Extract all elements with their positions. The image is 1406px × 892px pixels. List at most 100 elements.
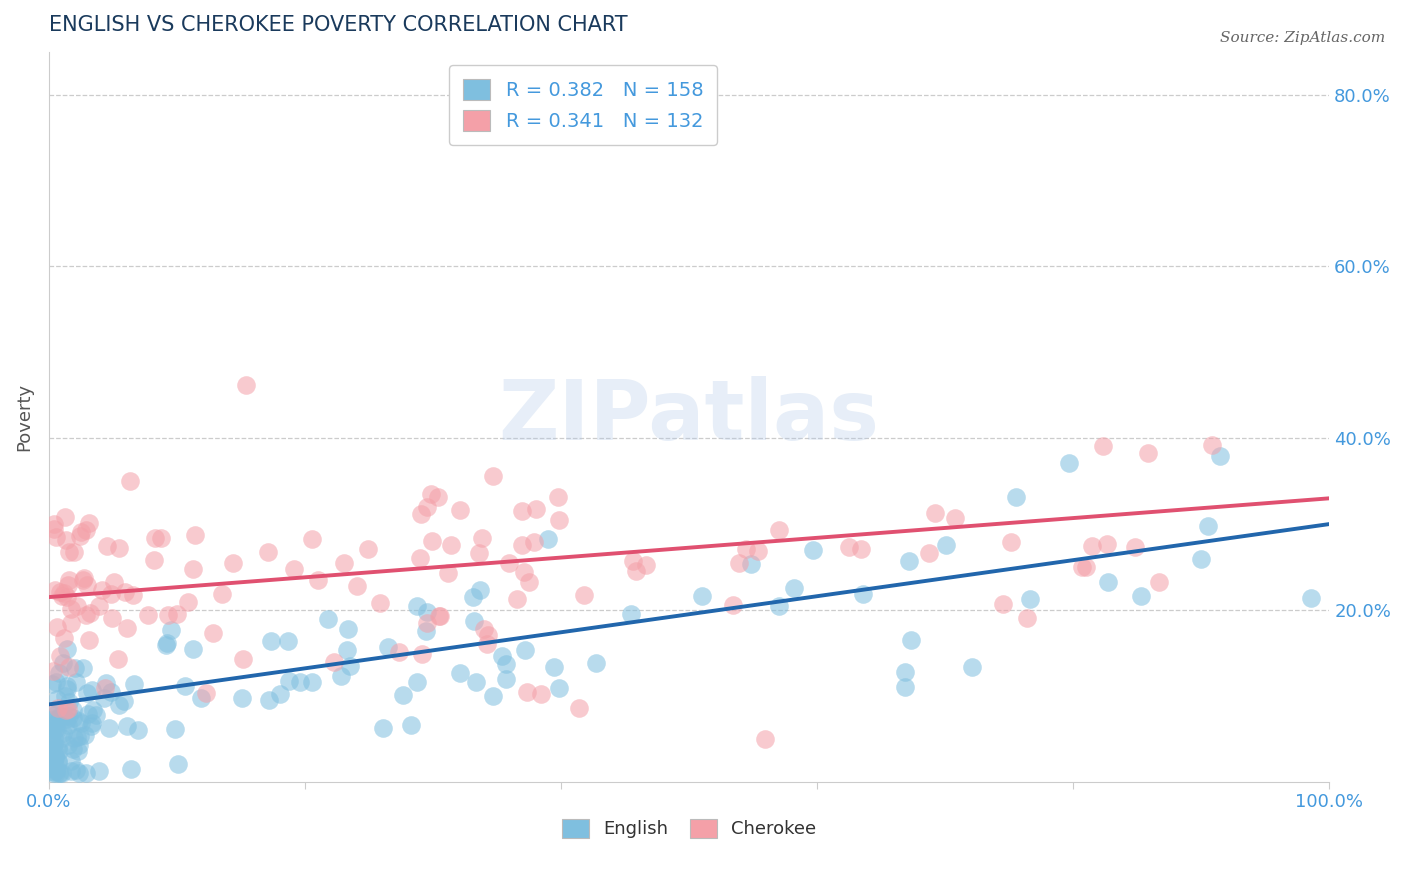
Point — [48, 666, 70, 681]
Point — [46, 754, 69, 768]
Point — [63, 731, 86, 746]
Point — [39, 741, 62, 756]
Point — [80, 682, 103, 697]
Point — [183, 562, 205, 576]
Point — [52, 586, 75, 600]
Point — [51, 710, 73, 724]
Point — [91, 582, 114, 597]
Point — [177, 595, 200, 609]
Point — [894, 680, 917, 694]
Point — [1019, 592, 1042, 607]
Point — [38, 743, 60, 757]
Point — [405, 674, 427, 689]
Point — [157, 608, 180, 623]
Point — [440, 538, 463, 552]
Point — [51, 731, 73, 746]
Point — [231, 691, 253, 706]
Point — [357, 541, 380, 556]
Point — [72, 661, 94, 675]
Point — [1080, 539, 1102, 553]
Point — [69, 729, 91, 743]
Point — [1137, 445, 1160, 459]
Point — [1097, 575, 1119, 590]
Point — [62, 545, 84, 559]
Point — [392, 688, 415, 702]
Point — [1074, 559, 1097, 574]
Point — [495, 672, 517, 686]
Point — [167, 757, 190, 772]
Point — [59, 764, 82, 778]
Point — [44, 522, 66, 536]
Point — [283, 562, 305, 576]
Point — [100, 610, 122, 624]
Point — [803, 542, 825, 557]
Point — [411, 507, 433, 521]
Point — [55, 590, 77, 604]
Point — [89, 764, 111, 778]
Point — [1000, 535, 1022, 549]
Point — [740, 557, 762, 571]
Point — [75, 728, 97, 742]
Point — [49, 584, 72, 599]
Point — [149, 531, 172, 545]
Point — [72, 573, 94, 587]
Point — [1130, 589, 1153, 603]
Legend: English, Cherokee: English, Cherokee — [554, 812, 824, 846]
Point — [165, 722, 187, 736]
Point — [70, 525, 93, 540]
Point — [66, 744, 89, 758]
Point — [82, 703, 104, 717]
Point — [155, 638, 177, 652]
Point — [42, 753, 65, 767]
Point — [636, 558, 658, 573]
Point — [1071, 560, 1094, 574]
Point — [513, 643, 536, 657]
Point — [93, 691, 115, 706]
Point — [53, 632, 76, 646]
Point — [427, 608, 450, 623]
Point — [900, 633, 922, 648]
Point — [65, 674, 87, 689]
Point — [316, 613, 339, 627]
Point — [103, 574, 125, 589]
Point — [838, 541, 860, 555]
Point — [332, 556, 354, 570]
Point — [368, 596, 391, 610]
Point — [75, 607, 97, 622]
Point — [329, 669, 352, 683]
Point — [66, 730, 89, 744]
Point — [49, 765, 72, 780]
Point — [184, 528, 207, 542]
Point — [107, 698, 129, 712]
Point — [44, 751, 66, 765]
Point — [943, 511, 966, 525]
Point — [513, 566, 536, 580]
Point — [39, 764, 62, 778]
Point — [307, 573, 329, 587]
Point — [409, 551, 432, 566]
Point — [41, 739, 63, 753]
Point — [55, 712, 77, 726]
Point — [734, 541, 756, 556]
Point — [39, 753, 62, 767]
Point — [166, 607, 188, 622]
Point — [55, 642, 77, 657]
Point — [39, 760, 62, 774]
Point — [56, 739, 79, 753]
Point — [115, 621, 138, 635]
Point — [94, 676, 117, 690]
Point — [46, 701, 69, 715]
Point — [373, 721, 395, 735]
Point — [547, 681, 569, 695]
Point — [80, 719, 103, 733]
Point — [529, 688, 551, 702]
Point — [56, 578, 79, 592]
Point — [41, 724, 63, 739]
Point — [69, 529, 91, 543]
Point — [63, 661, 86, 675]
Point — [66, 599, 89, 614]
Point — [517, 574, 540, 589]
Point — [55, 703, 77, 717]
Point — [935, 538, 957, 552]
Point — [411, 648, 433, 662]
